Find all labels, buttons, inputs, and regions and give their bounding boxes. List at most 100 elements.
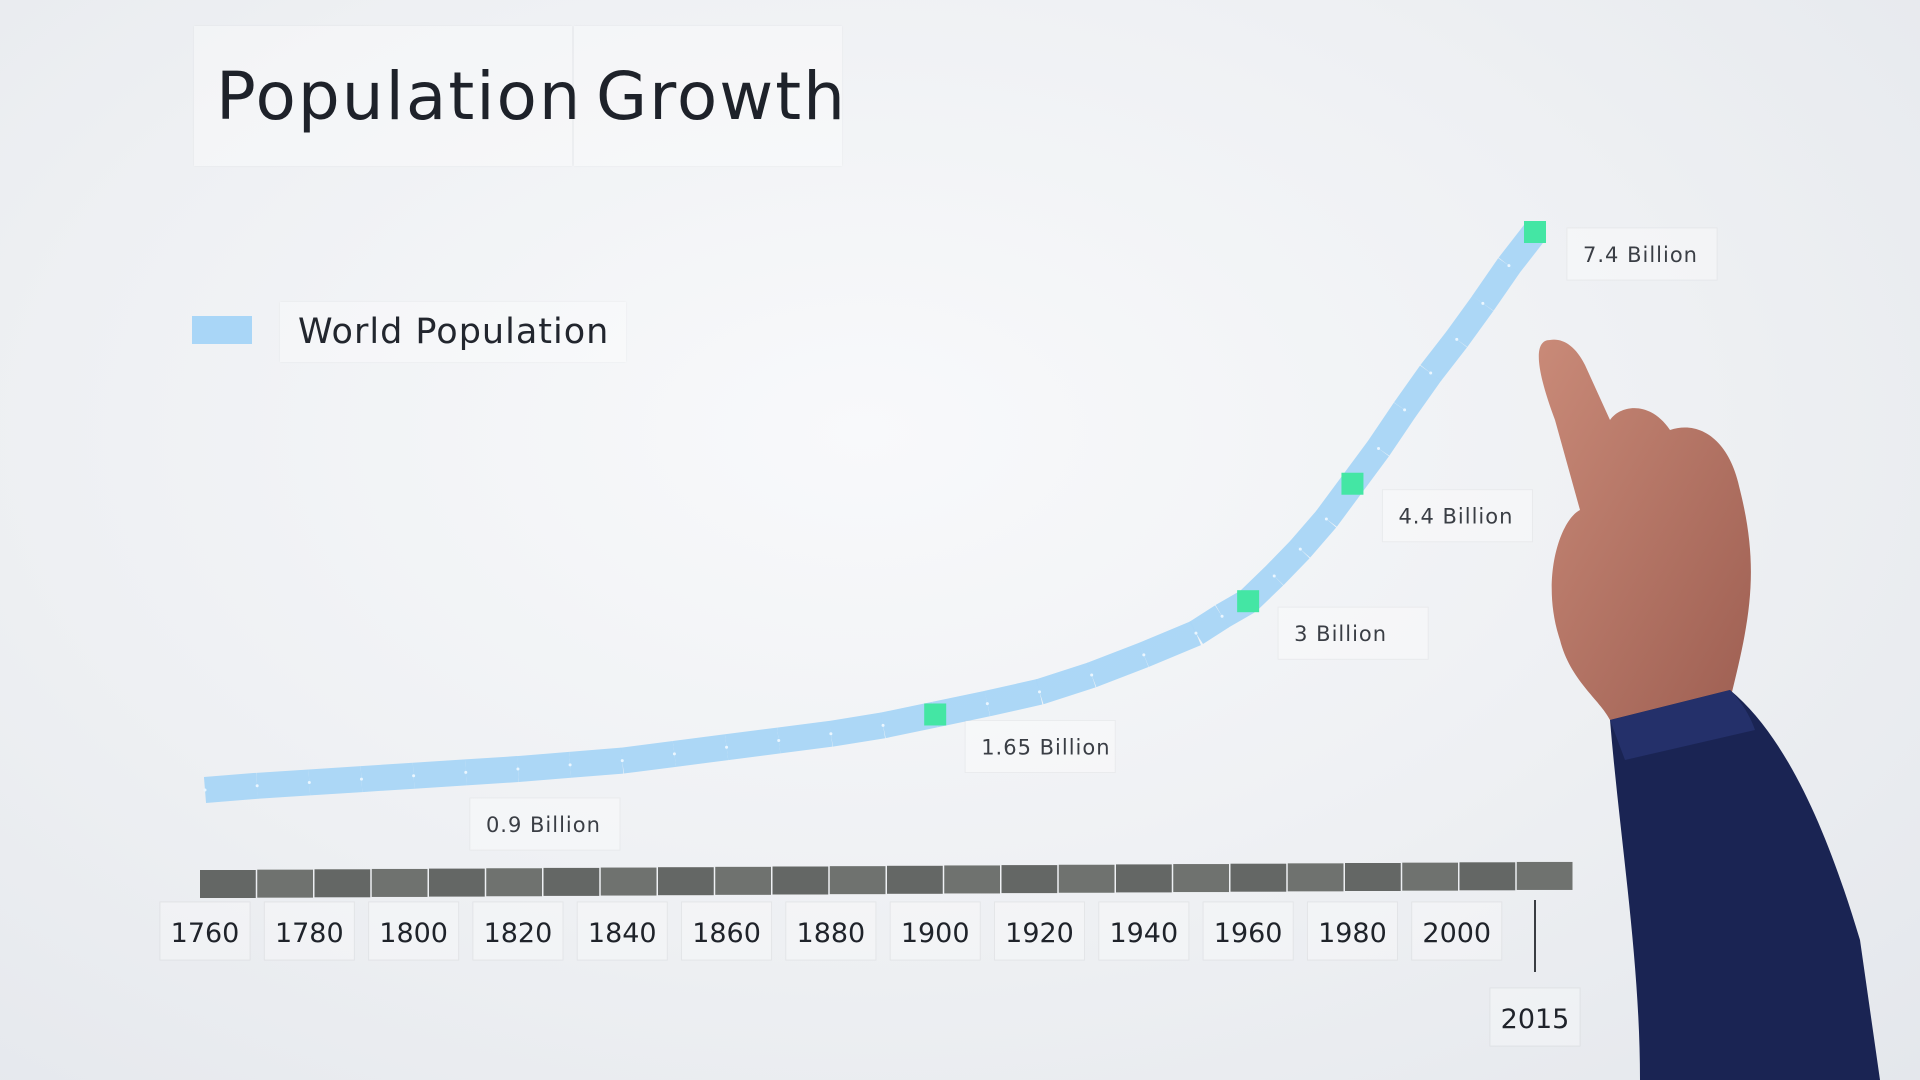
x-tick-label: 2000 bbox=[1422, 918, 1491, 949]
data-point bbox=[1194, 631, 1198, 635]
tick-box bbox=[681, 901, 773, 961]
data-point bbox=[620, 759, 624, 763]
series-segment bbox=[516, 751, 572, 782]
pointing-hand-icon bbox=[1538, 339, 1880, 1080]
axis-segment bbox=[486, 868, 542, 897]
axis-segment bbox=[772, 866, 829, 895]
tick-box bbox=[1098, 901, 1190, 961]
title-box-growth: Growth bbox=[574, 26, 845, 166]
axis-segment bbox=[1402, 862, 1458, 891]
series-segment bbox=[308, 766, 363, 796]
annotation-label: 4.4 Billion bbox=[1398, 505, 1513, 529]
data-point bbox=[203, 788, 207, 792]
data-point bbox=[359, 777, 363, 781]
data-point bbox=[1038, 690, 1042, 694]
legend-label: World Population bbox=[280, 302, 626, 362]
series-segment bbox=[256, 769, 311, 799]
data-point bbox=[1403, 408, 1407, 412]
data-point bbox=[1142, 653, 1146, 657]
axis-segment bbox=[429, 868, 485, 897]
data-point bbox=[1220, 614, 1224, 618]
tick-box bbox=[1489, 987, 1581, 1047]
series-segment bbox=[1420, 331, 1468, 381]
annotation-marker bbox=[1341, 472, 1364, 495]
series-segment bbox=[464, 756, 519, 786]
series-segment bbox=[1446, 295, 1494, 348]
series-segment bbox=[1290, 510, 1337, 558]
axis-segment bbox=[1173, 864, 1229, 893]
tick-box bbox=[263, 901, 355, 961]
x-tick-label: 1760 bbox=[171, 918, 240, 949]
data-point bbox=[1090, 673, 1094, 677]
series-segment bbox=[203, 772, 259, 803]
series-segment bbox=[569, 747, 624, 778]
annotation-box bbox=[1381, 489, 1533, 543]
data-point bbox=[1455, 337, 1459, 341]
axis-segment bbox=[600, 867, 657, 896]
data-point bbox=[307, 780, 311, 784]
data-point bbox=[464, 770, 468, 774]
axis-segment bbox=[715, 866, 771, 895]
axis-segment bbox=[658, 867, 714, 896]
tick-box bbox=[159, 901, 251, 961]
series-segment bbox=[1188, 605, 1230, 645]
series-segment bbox=[1264, 540, 1310, 586]
series-segment bbox=[672, 734, 729, 767]
series-segment bbox=[1035, 662, 1096, 705]
data-point bbox=[1298, 547, 1302, 551]
axis-segment bbox=[200, 870, 256, 898]
x-tick-label: 1840 bbox=[588, 918, 657, 949]
x-tick-label: 1920 bbox=[1005, 918, 1074, 949]
axis-segment bbox=[1001, 865, 1058, 894]
chart-title-word-1: Population bbox=[216, 57, 583, 135]
axis-segment bbox=[829, 866, 886, 895]
x-tick-label: 1820 bbox=[484, 918, 553, 949]
axis-segment bbox=[887, 865, 943, 894]
x-tick-label: 1780 bbox=[275, 918, 344, 949]
tick-box bbox=[1306, 901, 1398, 961]
series-segment bbox=[1393, 365, 1442, 418]
data-point bbox=[255, 784, 259, 788]
data-point bbox=[829, 732, 833, 736]
data-point bbox=[672, 752, 676, 756]
data-point bbox=[985, 702, 989, 706]
data-point bbox=[1429, 371, 1433, 375]
data-point bbox=[1377, 446, 1381, 450]
data-point bbox=[1272, 574, 1276, 578]
annotation-marker bbox=[1524, 221, 1546, 243]
x-tick-label: 1980 bbox=[1318, 918, 1387, 949]
tick-box bbox=[1202, 901, 1294, 961]
tick-box bbox=[994, 901, 1086, 961]
data-point bbox=[412, 774, 416, 778]
axis-segment bbox=[257, 869, 313, 898]
annotation-box bbox=[1566, 227, 1718, 281]
series-segment bbox=[1472, 258, 1520, 311]
tick-box bbox=[576, 901, 668, 961]
tick-box bbox=[889, 901, 981, 961]
annotation-box bbox=[1277, 606, 1429, 660]
annotation-label: 1.65 Billion bbox=[981, 735, 1110, 759]
series-segment bbox=[1086, 642, 1149, 688]
annotation-label: 0.9 Billion bbox=[486, 813, 601, 837]
series-segment bbox=[1138, 621, 1201, 667]
data-point bbox=[1507, 264, 1511, 268]
x-tick-label: 2015 bbox=[1501, 1004, 1570, 1035]
data-point bbox=[777, 738, 781, 742]
series-segment bbox=[360, 762, 415, 793]
data-point bbox=[881, 723, 885, 727]
series-segment bbox=[828, 712, 886, 747]
tick-box bbox=[368, 901, 460, 961]
x-tick-label: 1940 bbox=[1109, 918, 1178, 949]
tick-box bbox=[1411, 901, 1503, 961]
data-point bbox=[516, 767, 520, 771]
annotation-box bbox=[469, 797, 621, 851]
axis-segment bbox=[1287, 863, 1344, 892]
tick-box bbox=[785, 901, 877, 961]
series-segment bbox=[412, 759, 467, 789]
series-segment bbox=[984, 679, 1043, 717]
axis-segment bbox=[371, 868, 428, 897]
x-tick-label: 1960 bbox=[1214, 918, 1283, 949]
data-point bbox=[1324, 517, 1328, 521]
title-box-population: Population bbox=[194, 26, 581, 166]
